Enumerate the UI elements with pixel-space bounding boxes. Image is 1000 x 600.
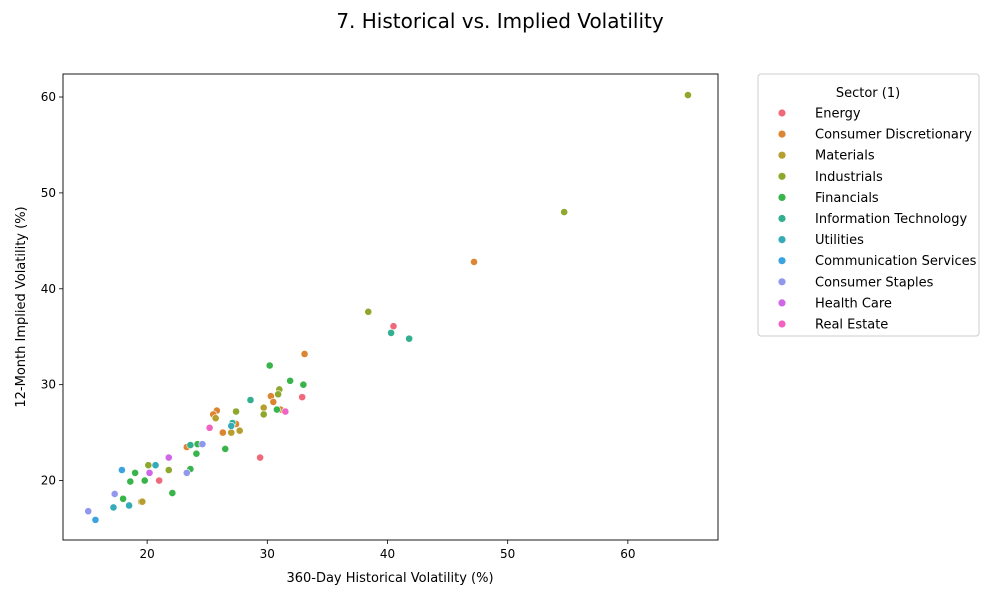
legend-marker (778, 130, 786, 138)
data-point (259, 403, 268, 412)
data-point (138, 497, 147, 506)
legend-label: Financials (815, 191, 879, 206)
data-point (131, 468, 140, 477)
data-point (164, 453, 173, 462)
data-point (91, 515, 100, 524)
legend-marker (778, 151, 786, 159)
data-point (246, 396, 255, 404)
legend-marker (778, 236, 786, 244)
y-tick-label: 60 (41, 90, 56, 104)
y-axis: 20 30 40 50 60 (41, 90, 63, 488)
legend-marker (778, 278, 786, 286)
legend-label: Real Estate (815, 318, 888, 333)
legend-marker (778, 257, 786, 265)
y-tick-label: 20 (41, 474, 56, 488)
data-point (151, 461, 160, 470)
data-point (125, 501, 134, 510)
legend-label: Industrials (815, 170, 883, 185)
data-points (84, 91, 692, 524)
legend-label: Materials (815, 149, 875, 164)
data-point (684, 91, 692, 99)
data-point (155, 476, 164, 485)
legend-label: Utilities (815, 233, 864, 248)
legend-marker (778, 172, 786, 180)
plot-area: 20 30 40 50 60 20 30 40 50 60 (41, 73, 719, 561)
data-point (144, 461, 153, 470)
legend-label: Communication Services (815, 254, 977, 269)
data-point (300, 350, 309, 358)
data-point (140, 476, 149, 485)
legend-title: Sector (1) (836, 86, 900, 101)
data-point (235, 426, 244, 435)
legend-items: Energy Consumer Discretionary Materials Ind… (778, 107, 977, 333)
x-tick-label: 20 (139, 547, 154, 561)
plot-frame (62, 73, 719, 541)
legend: Sector (1) Energy Consumer Discretionary M… (757, 73, 980, 337)
data-point (110, 490, 119, 498)
data-point (221, 445, 230, 453)
legend-marker (778, 109, 786, 117)
data-point (227, 428, 236, 437)
data-point (84, 507, 93, 516)
data-point (205, 423, 214, 432)
data-point (211, 414, 220, 423)
x-axis-label: 360-Day Historical Volatility (%) (286, 571, 493, 586)
data-point (281, 407, 290, 416)
data-point (168, 489, 177, 497)
data-point (265, 361, 274, 370)
legend-label: Energy (815, 107, 861, 122)
x-tick-label: 60 (620, 547, 635, 561)
data-point (256, 453, 265, 462)
legend-marker (778, 193, 786, 201)
data-point (126, 477, 135, 486)
y-tick-label: 50 (41, 186, 56, 200)
data-point (182, 468, 191, 477)
data-point (218, 428, 227, 437)
data-point (227, 421, 236, 430)
data-point (145, 468, 154, 477)
data-point (299, 380, 308, 389)
data-point (186, 441, 195, 449)
legend-marker (778, 299, 786, 307)
data-point (109, 503, 118, 512)
data-point (198, 440, 207, 449)
legend-label: Consumer Discretionary (815, 128, 972, 143)
data-point (286, 376, 295, 385)
data-point (405, 334, 414, 343)
y-axis-label: 12-Month Implied Volatility (%) (14, 206, 29, 407)
legend-label: Information Technology (815, 212, 968, 227)
data-point (192, 449, 201, 458)
x-axis: 20 30 40 50 60 (139, 540, 636, 561)
data-point (259, 410, 268, 419)
data-point (389, 322, 398, 331)
legend-marker (778, 214, 786, 223)
chart-title: 7. Historical vs. Implied Volatility (336, 9, 664, 33)
data-point (269, 398, 278, 406)
data-point (164, 466, 173, 474)
x-tick-label: 50 (500, 547, 515, 561)
legend-label: Health Care (815, 296, 892, 311)
legend-label: Consumer Staples (815, 275, 934, 290)
data-point (274, 390, 283, 399)
y-tick-label: 40 (41, 282, 56, 296)
data-point (273, 405, 281, 414)
data-point (298, 393, 307, 402)
x-tick-label: 30 (260, 547, 275, 561)
data-point (364, 307, 373, 316)
data-point (470, 258, 478, 266)
x-tick-label: 40 (380, 547, 395, 561)
y-tick-label: 30 (41, 378, 56, 392)
data-point (387, 328, 396, 337)
data-point (117, 466, 126, 474)
data-point (232, 407, 240, 416)
legend-frame (757, 73, 980, 337)
data-point (560, 208, 569, 216)
legend-marker (778, 320, 786, 328)
data-point (119, 494, 127, 503)
